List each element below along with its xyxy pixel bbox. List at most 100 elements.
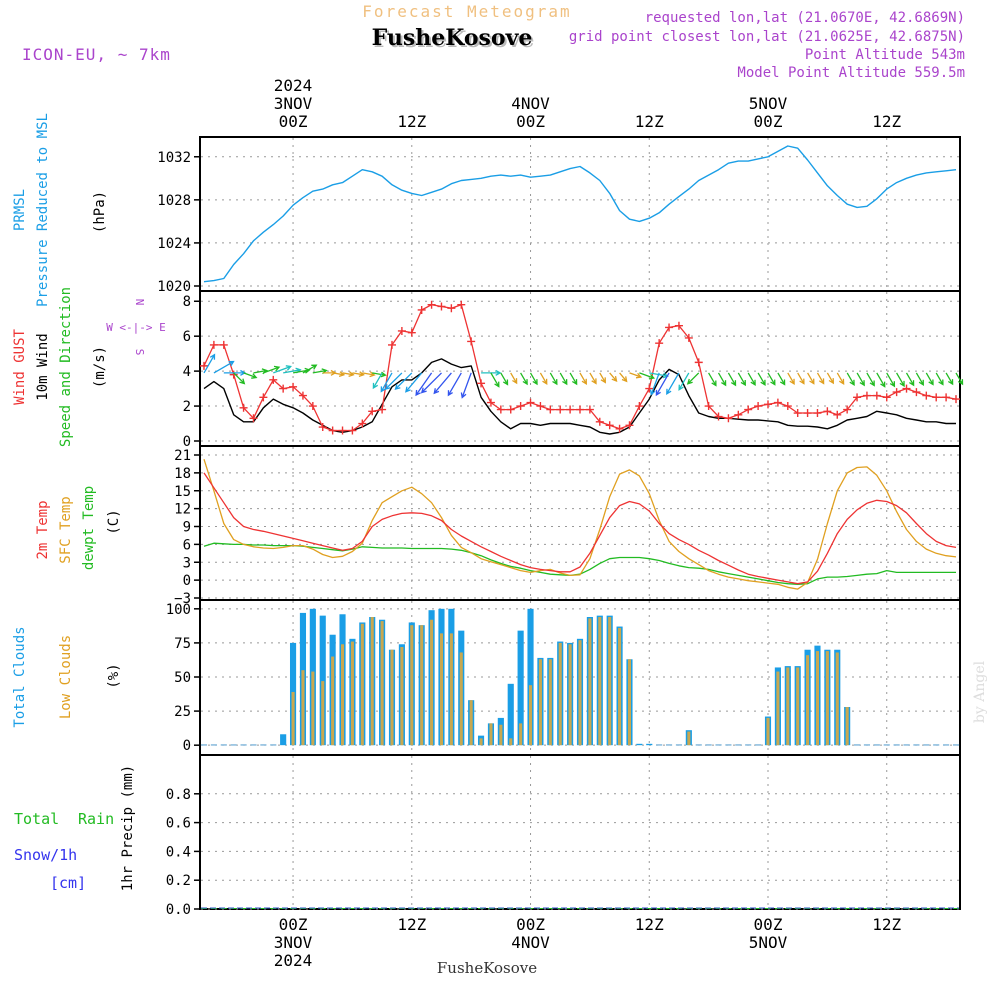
wind-panel: 0 2 4 6 8 bbox=[183, 290, 964, 450]
y-tick-label: 15 bbox=[174, 484, 191, 500]
y-tick-label: 21 bbox=[174, 448, 191, 464]
rain-bar bbox=[953, 908, 959, 909]
total-cloud-bar bbox=[675, 744, 683, 746]
total-cloud-bar bbox=[260, 744, 267, 746]
wind-direction-arrow bbox=[460, 372, 472, 399]
wind-direction-arrow bbox=[816, 372, 825, 385]
rain-bar bbox=[339, 908, 346, 909]
gust-marker bbox=[783, 402, 792, 411]
gust-marker bbox=[734, 410, 743, 419]
t2m-line bbox=[203, 472, 957, 585]
low-cloud-bar bbox=[598, 617, 602, 746]
wind-direction-arrow bbox=[777, 372, 786, 386]
y-tick-label: 6 bbox=[183, 537, 191, 553]
wind-direction-arrow bbox=[797, 372, 805, 385]
wind-direction-arrow bbox=[433, 372, 452, 395]
wind-direction-arrow bbox=[405, 372, 423, 393]
pressure-msl-label: Pressure Reduced to MSL bbox=[35, 113, 51, 307]
total-cloud-bar bbox=[636, 743, 643, 746]
gust-marker bbox=[694, 358, 703, 367]
total-cloud-bar bbox=[656, 744, 663, 746]
gust-marker bbox=[724, 414, 733, 423]
location-title: FusheKosove bbox=[372, 25, 533, 51]
rain-bar bbox=[557, 908, 564, 909]
y-tick-label: 0.0 bbox=[166, 902, 191, 918]
wind-direction-arrow bbox=[599, 372, 606, 384]
low-cloud-bar bbox=[370, 617, 374, 746]
gust-marker bbox=[308, 402, 317, 411]
bottom-time-label: 12Z bbox=[872, 915, 901, 934]
gust-marker bbox=[645, 384, 654, 393]
wind-direction-arrow bbox=[866, 372, 875, 387]
wind-direction-arrow bbox=[490, 372, 500, 388]
rain-bar bbox=[834, 908, 841, 909]
low-cloud-bar bbox=[815, 651, 820, 746]
gust-marker bbox=[655, 339, 664, 348]
top-time-label: 4NOV bbox=[511, 94, 550, 113]
wind-direction-arrow bbox=[686, 372, 700, 385]
wind-direction-arrow bbox=[263, 365, 281, 374]
pressure-panel: 1020 1024 1028 1032 bbox=[157, 136, 961, 295]
wind-direction-arrow bbox=[380, 372, 393, 393]
gust-marker bbox=[467, 337, 476, 346]
prmsl-label: PRMSL bbox=[12, 189, 28, 231]
footer-location: FusheKosove bbox=[437, 959, 537, 977]
y-tick-label: 0 bbox=[183, 738, 191, 754]
rain-bar bbox=[943, 908, 950, 909]
wind-direction-arrow bbox=[520, 372, 528, 386]
wind-direction-arrow bbox=[420, 372, 442, 394]
total-cloud-bar bbox=[933, 744, 940, 746]
wind-direction-arrow bbox=[332, 371, 346, 378]
gust-marker bbox=[289, 382, 298, 391]
low-cloud-bar bbox=[430, 619, 434, 746]
total-cloud-bar bbox=[230, 744, 237, 746]
low-cloud-bar bbox=[766, 717, 770, 746]
y-tick-label: 75 bbox=[174, 636, 191, 652]
wind-direction-arrow bbox=[589, 372, 597, 385]
low-cloud-bar bbox=[489, 723, 493, 746]
low-clouds-label: Low Clouds bbox=[58, 635, 74, 719]
rain-bar bbox=[260, 908, 267, 909]
gust-marker bbox=[912, 388, 921, 397]
wind-direction-arrow bbox=[362, 371, 376, 378]
y-tick-label: 1024 bbox=[157, 236, 191, 252]
gust-marker bbox=[635, 402, 644, 411]
low-cloud-bar bbox=[558, 642, 562, 746]
wind-direction-arrow bbox=[302, 364, 318, 374]
snow-unit-label: [cm] bbox=[50, 874, 86, 892]
wind-direction-arrow bbox=[233, 372, 246, 385]
y-tick-label: 0 bbox=[183, 573, 191, 589]
rain-bar bbox=[636, 908, 643, 909]
gust-marker bbox=[486, 398, 495, 407]
y-tick-label: 9 bbox=[183, 520, 191, 536]
gust-marker bbox=[378, 405, 387, 414]
total-cloud-bar bbox=[517, 630, 524, 746]
total-cloud-bar bbox=[943, 744, 950, 746]
top-time-label: 00Z bbox=[516, 112, 545, 131]
low-cloud-bar bbox=[331, 656, 335, 746]
y-tick-label: 18 bbox=[174, 466, 191, 482]
temp-unit-label: (C) bbox=[106, 509, 122, 534]
total-cloud-bar bbox=[893, 744, 900, 746]
gust-marker bbox=[397, 326, 406, 335]
low-cloud-bar bbox=[509, 738, 513, 746]
total-cloud-bar bbox=[952, 744, 960, 746]
total-cloud-bar bbox=[665, 744, 673, 746]
rain-bar bbox=[448, 908, 455, 909]
gust-marker bbox=[437, 302, 446, 311]
total-cloud-bar bbox=[883, 744, 890, 746]
gust-marker bbox=[338, 426, 347, 435]
rain-bar bbox=[547, 908, 554, 909]
total-cloud-bar bbox=[853, 744, 861, 746]
total-cloud-bar bbox=[705, 744, 712, 746]
wind-direction-arrow bbox=[905, 372, 915, 387]
wind-direction-arrow bbox=[876, 372, 886, 388]
total-cloud-bar bbox=[280, 734, 287, 746]
rain-bar bbox=[863, 908, 870, 909]
point-altitude: Point Altitude 543m bbox=[805, 47, 965, 63]
rain-bar bbox=[656, 908, 663, 909]
gust-marker bbox=[585, 405, 594, 414]
gust-marker bbox=[556, 405, 565, 414]
